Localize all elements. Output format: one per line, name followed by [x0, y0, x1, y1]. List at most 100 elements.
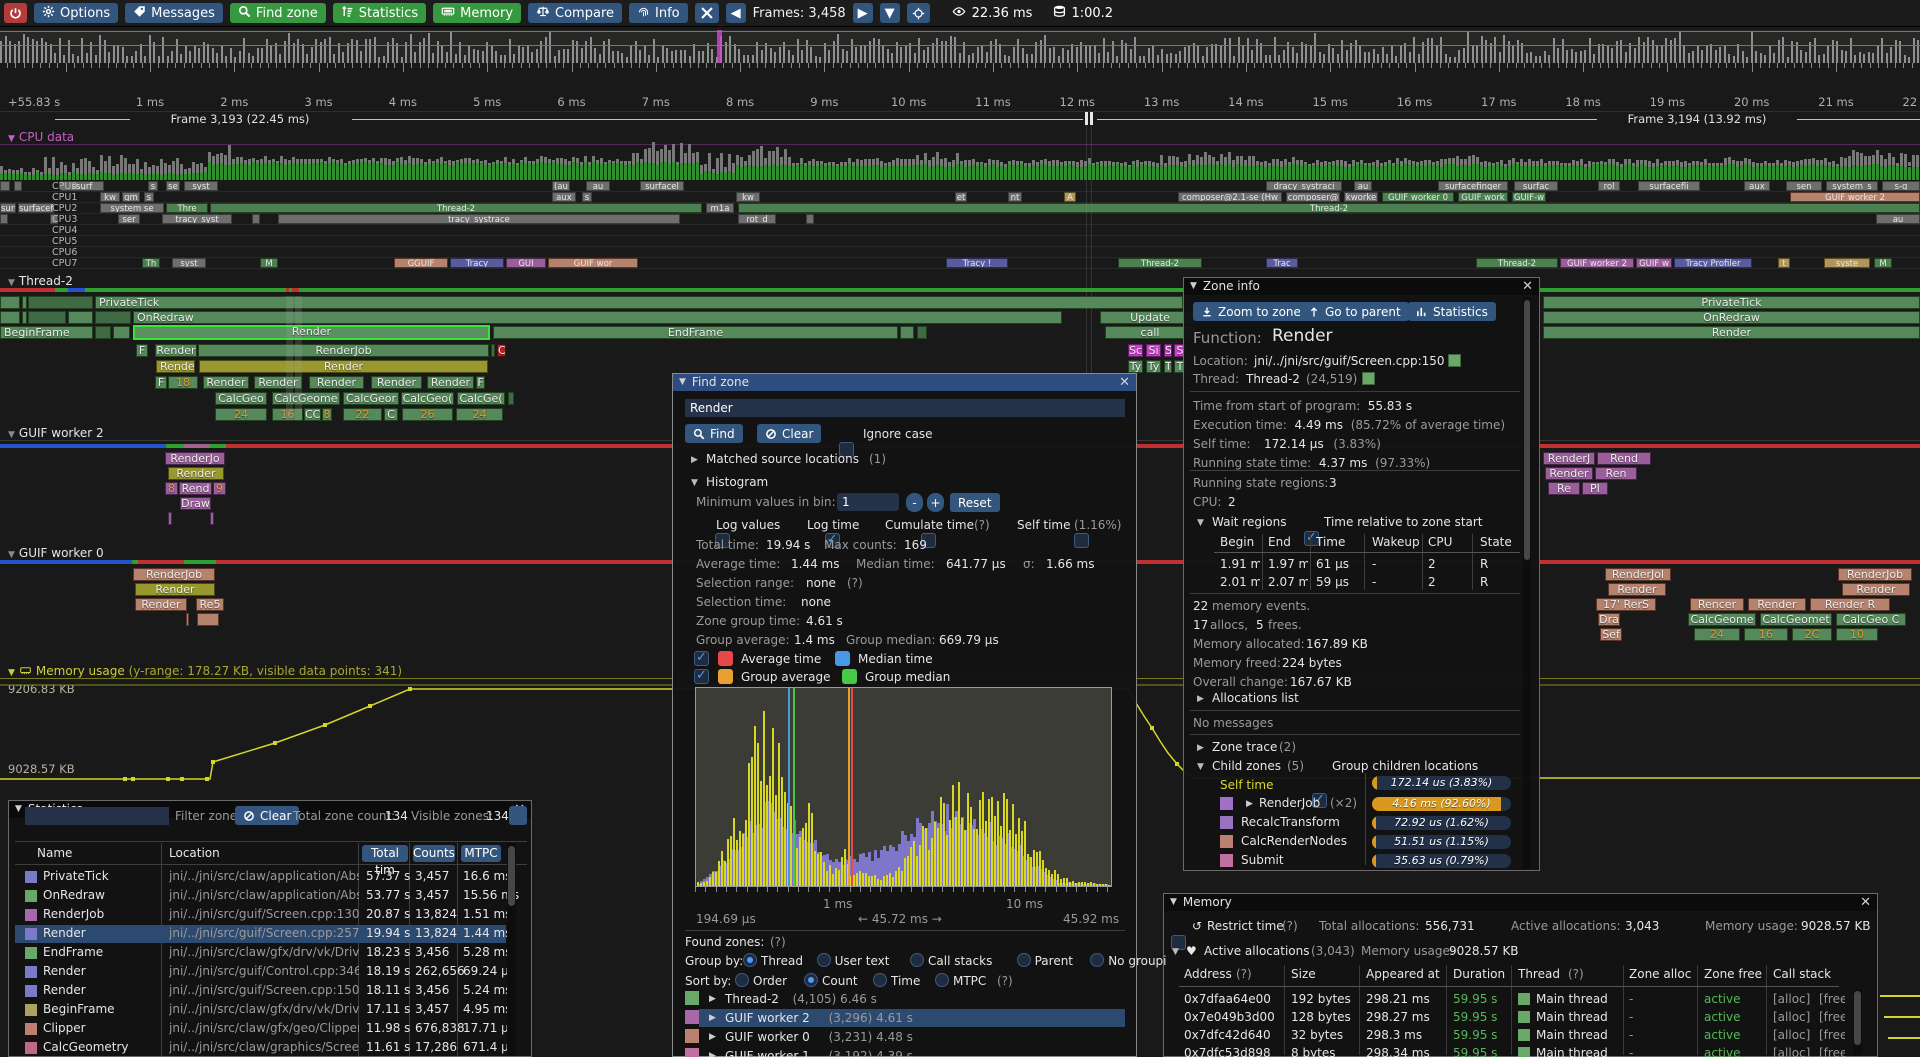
timeline-zone[interactable]: Render: [1608, 583, 1666, 596]
cpu-block[interactable]: syst: [184, 181, 218, 191]
cpu-block[interactable]: Tracy Profiler: [1674, 258, 1752, 268]
timeline-zone[interactable]: Render: [371, 376, 422, 389]
relative-time-checkbox[interactable]: [1304, 530, 1319, 546]
timeline-zone[interactable]: F: [136, 344, 148, 357]
timeline-zone[interactable]: [0, 296, 20, 309]
next-frame-button[interactable]: ▶: [852, 3, 873, 23]
timeline-zone[interactable]: CalcGeo(: [401, 392, 454, 405]
timeline-zone[interactable]: Re5: [196, 598, 224, 611]
child-zone-name[interactable]: CalcRenderNodes: [1241, 834, 1347, 848]
group-by-radio-parent[interactable]: [1016, 953, 1031, 967]
cpu-block[interactable]: composer@2.1-se (Hw: [1178, 192, 1282, 202]
table-row[interactable]: CalcGeometry jni/../jni/src/claw/graphics…: [15, 1039, 515, 1057]
timeline-zone[interactable]: 16: [272, 408, 303, 421]
cpu-block[interactable]: Thre: [166, 203, 208, 213]
timeline-zone[interactable]: RenderJ: [1543, 452, 1595, 465]
frame-time-strip[interactable]: [0, 30, 1920, 63]
goto-frame-button[interactable]: [906, 3, 930, 23]
found-thread-row[interactable]: GUIF worker 1: [725, 1049, 810, 1057]
group-by-radio-user-text[interactable]: [816, 953, 831, 967]
cpu-block[interactable]: m1a: [706, 203, 734, 213]
column-name[interactable]: Name: [37, 846, 73, 860]
timeline-zone[interactable]: EndFrame: [493, 326, 898, 339]
options-button[interactable]: Options: [34, 3, 119, 23]
timeline-zone[interactable]: RenderJob: [1838, 568, 1912, 581]
timeline-zone[interactable]: [197, 613, 219, 626]
wait-regions-label[interactable]: Wait regions: [1212, 515, 1287, 529]
legend-checkbox[interactable]: [694, 668, 709, 684]
timeline-zone[interactable]: Render R: [1810, 598, 1890, 611]
cpu-block[interactable]: Thread-2: [1476, 258, 1558, 268]
timeline-zone[interactable]: Render: [254, 376, 302, 389]
frame-dropdown-button[interactable]: ▼: [879, 3, 900, 23]
cpu-block[interactable]: t: [1778, 258, 1790, 268]
timeline-zone[interactable]: F: [155, 376, 167, 389]
timeline-zone[interactable]: 2C: [1792, 628, 1832, 641]
time-ruler[interactable]: +55.83 s 1 ms 2 ms 3 ms 4 ms 5 ms 6 ms 7 ms 8 m…: [0, 63, 1920, 112]
timeline-zone[interactable]: 8: [165, 482, 178, 495]
child-zone-name[interactable]: RecalcTransform: [1241, 815, 1340, 829]
timeline-zone[interactable]: Rende: [156, 360, 195, 373]
timeline-zone[interactable]: PrivateTick: [95, 296, 1183, 309]
timeline-zone[interactable]: 24: [1694, 628, 1740, 641]
cpu-block[interactable]: A: [1064, 192, 1076, 202]
histogram-label[interactable]: Histogram: [706, 475, 769, 489]
group-children-checkbox[interactable]: [1312, 792, 1327, 808]
cpu-block[interactable]: [0, 181, 10, 191]
timeline-zone[interactable]: CalcGeome: [1688, 613, 1756, 626]
cpu-block[interactable]: rol: [1598, 181, 1620, 191]
timeline-zone[interactable]: RenderJob: [133, 568, 215, 581]
timeline-zone[interactable]: [22, 311, 27, 324]
cpu-block[interactable]: kw: [100, 192, 120, 202]
log-values-checkbox[interactable]: [714, 533, 730, 548]
timeline-zone[interactable]: C: [497, 344, 506, 357]
cpu-block[interactable]: gm: [122, 192, 140, 202]
cpu-block[interactable]: GUI: [506, 258, 546, 268]
close-icon[interactable]: ✕: [1522, 279, 1533, 294]
zone-trace-label[interactable]: Zone trace: [1212, 740, 1278, 754]
cpu-block[interactable]: Tracy !: [946, 258, 1008, 268]
cpu-block[interactable]: surfac: [1514, 181, 1558, 191]
collapse-icon[interactable]: ▼: [1197, 762, 1204, 772]
cpu-block[interactable]: [806, 214, 814, 224]
timeline-zone[interactable]: RenderJo: [165, 452, 225, 465]
clipped-button[interactable]: [509, 806, 527, 825]
expand-icon[interactable]: ▶: [709, 1013, 716, 1023]
group-by-radio-call-stacks[interactable]: [910, 953, 924, 967]
restrict-time-checkbox[interactable]: [1171, 935, 1186, 950]
column-header-call-stack[interactable]: Call stack: [1773, 967, 1832, 981]
timeline-zone[interactable]: [95, 311, 131, 324]
cpu-block[interactable]: dracy_systraci: [1266, 181, 1342, 191]
statistics-button[interactable]: Statistics: [332, 3, 427, 23]
thread-header-thread-2[interactable]: ▼ Thread-2: [8, 274, 73, 288]
table-row[interactable]: OnRedraw jni/../jni/src/claw/application/…: [15, 887, 519, 905]
timeline-zone[interactable]: C: [384, 408, 398, 421]
cpu-block[interactable]: ser: [118, 214, 140, 224]
table-row[interactable]: Clipper jni/../jni/src/claw/gfx/geo/Clipp…: [15, 1020, 515, 1038]
close-icon[interactable]: ✕: [1119, 375, 1130, 390]
find-zone-query-input[interactable]: [685, 399, 1125, 417]
expand-icon[interactable]: ▶: [691, 455, 698, 465]
zone-info-titlebar[interactable]: ▼ Zone info ✕: [1184, 278, 1539, 295]
timeline-zone[interactable]: Render: [203, 376, 249, 389]
timeline-zone[interactable]: Render: [427, 376, 474, 389]
timeline-zone[interactable]: Render: [135, 598, 187, 611]
cpu-block[interactable]: s: [582, 192, 592, 202]
timeline-zone[interactable]: [186, 613, 189, 626]
scrollbar-thumb[interactable]: [508, 846, 515, 906]
cpu-block[interactable]: rot_d: [738, 214, 776, 224]
timeline-zone[interactable]: Render: [135, 583, 215, 596]
cpu-block[interactable]: surfacefli2g: [18, 203, 54, 213]
collapse-icon[interactable]: ▼: [691, 478, 698, 488]
clear-button[interactable]: Clear: [757, 424, 822, 443]
prev-frame-button[interactable]: ◀: [725, 3, 746, 23]
group-by-radio-thread[interactable]: [743, 953, 757, 967]
cpu-block[interactable]: [50, 214, 58, 224]
cpu-block[interactable]: se: [166, 181, 180, 191]
timeline-zone[interactable]: F: [476, 376, 485, 389]
scrollbar-thumb[interactable]: [1524, 300, 1530, 560]
timeline-zone[interactable]: call: [1105, 326, 1195, 339]
legend-checkbox[interactable]: [694, 650, 709, 666]
cpu-block[interactable]: Tracy: [450, 258, 504, 268]
collapse-icon[interactable]: ▼: [1170, 897, 1177, 907]
